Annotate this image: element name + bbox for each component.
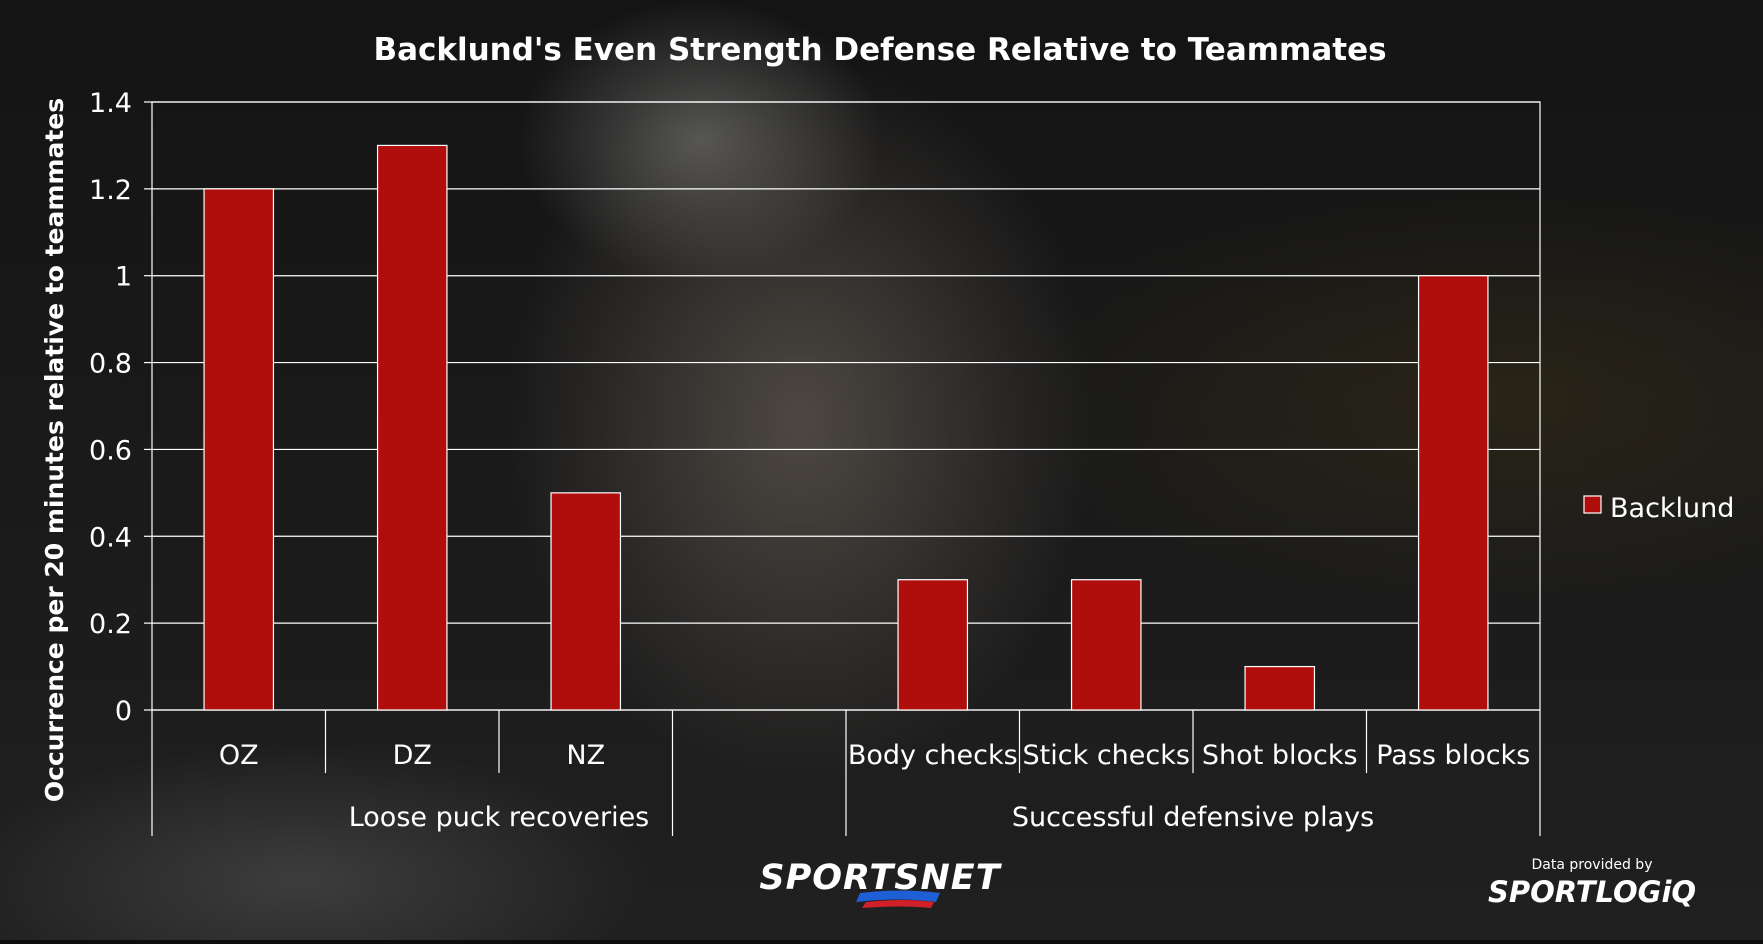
x-axis: OZ DZ NZ Body checks Stick checks Shot blocks… [151, 710, 1541, 836]
y-tick-label: 0.6 [89, 435, 132, 466]
y-tick-label: 1.4 [89, 88, 132, 119]
x-tick-label: OZ [219, 740, 259, 771]
sportsnet-swoosh [856, 890, 940, 902]
x-tick-label: Body checks [848, 740, 1018, 771]
y-tick-labels: 0 0.2 0.4 0.6 0.8 1 1.2 1.4 [89, 88, 132, 727]
bar [1070, 579, 1142, 711]
x-tick-label: Pass blocks [1376, 740, 1530, 771]
bar [376, 144, 448, 711]
y-tick-label: 0.4 [89, 522, 132, 553]
data-provider: Data provided by SPORTLOGiQ [1488, 857, 1696, 909]
legend-label-backlund: Backlund [1610, 493, 1734, 524]
bar [1417, 275, 1489, 711]
provider-caption: Data provided by [1532, 857, 1653, 873]
legend: Backlund [1583, 493, 1734, 524]
bar [550, 492, 622, 711]
legend-swatch-backlund [1583, 495, 1602, 514]
plot-border [151, 101, 1541, 711]
sportsnet-swoosh-red [862, 900, 934, 908]
x-tick-label: Stick checks [1023, 740, 1190, 771]
y-axis-label: Occurrence per 20 minutes relative to te… [40, 98, 69, 802]
x-tick-label: DZ [393, 740, 432, 771]
y-tick-label: 1.2 [89, 175, 132, 206]
sportsnet-logo: SPORTSNET [759, 858, 1002, 908]
bar [897, 579, 969, 711]
x-group-label: Successful defensive plays [1012, 802, 1374, 833]
y-tick-label: 0.8 [89, 349, 132, 380]
bar [203, 188, 275, 711]
x-group-label: Loose puck recoveries [349, 802, 650, 833]
bar [1244, 665, 1316, 711]
bars [203, 144, 1489, 711]
gridlines [144, 101, 1541, 711]
y-tick-label: 1 [115, 262, 132, 293]
y-tick-label: 0.2 [89, 609, 132, 640]
chart-title: Backlund's Even Strength Defense Relativ… [373, 32, 1386, 68]
x-tick-label: NZ [566, 740, 605, 771]
sportlogiq-logo: SPORTLOGiQ [1488, 875, 1696, 909]
x-tick-label: Shot blocks [1202, 740, 1358, 771]
y-tick-label: 0 [115, 696, 132, 727]
